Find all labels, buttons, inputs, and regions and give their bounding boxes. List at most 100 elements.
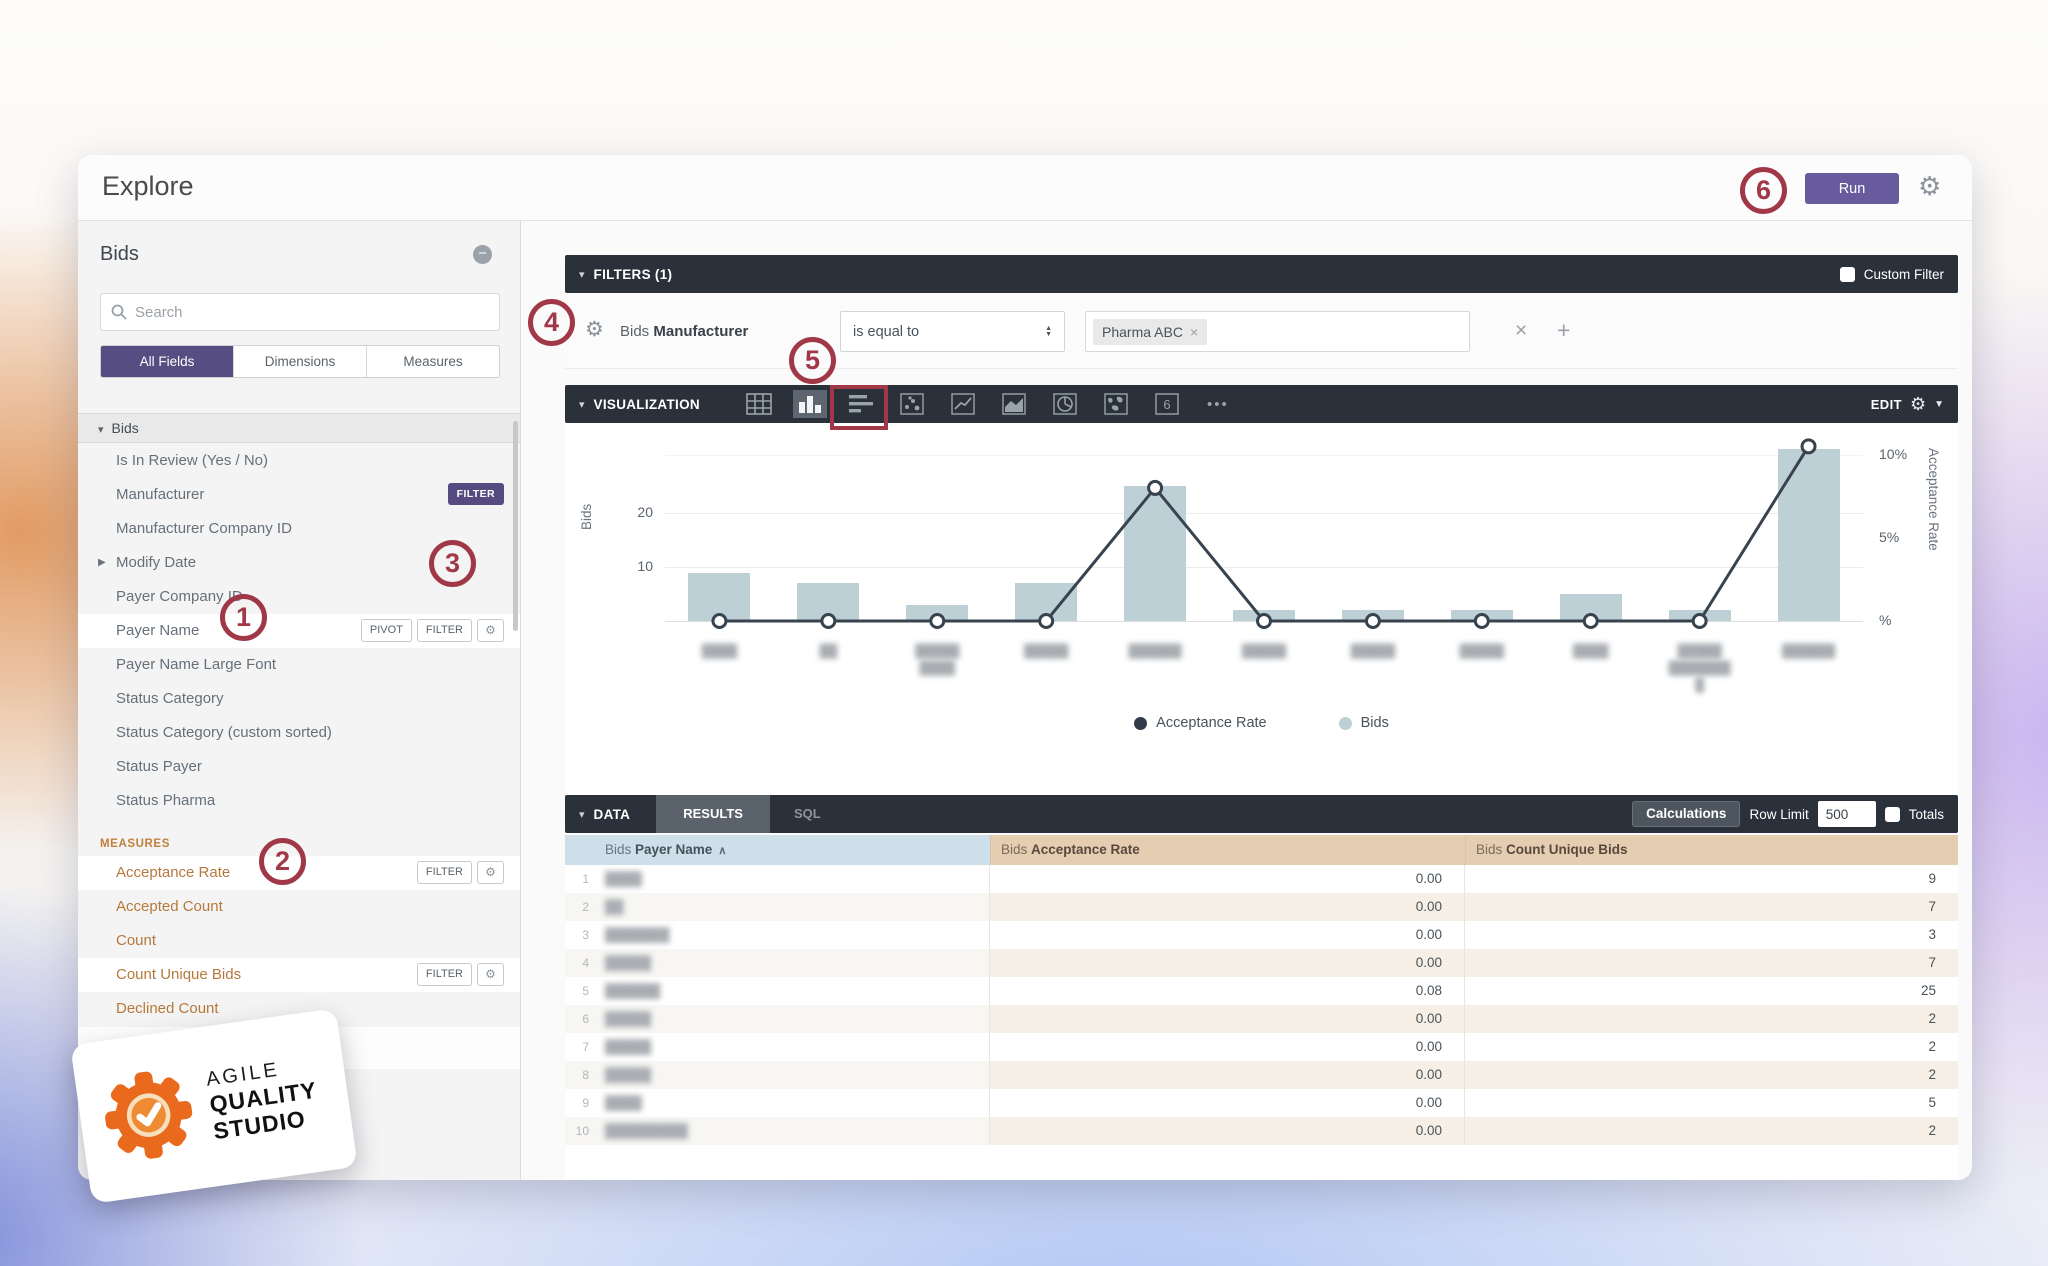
single-value-icon[interactable]: 6 — [1150, 390, 1184, 418]
tab-sql[interactable]: SQL — [793, 806, 821, 821]
filter-button[interactable]: FILTER — [416, 619, 472, 642]
map-icon[interactable] — [1099, 390, 1133, 418]
cell-count-unique-bids[interactable]: 2 — [1465, 1117, 1958, 1145]
bar-bids[interactable] — [1233, 610, 1295, 621]
remove-filter-icon[interactable]: × — [1515, 319, 1528, 342]
field-item-status-category-custom-sorted-[interactable]: Status Category (custom sorted) — [78, 716, 520, 750]
sidebar-scrollbar[interactable] — [513, 421, 518, 631]
filter-operator-select[interactable]: is equal to ▲ ▼ — [840, 311, 1065, 352]
cell-payer-name[interactable]: ████ — [595, 1089, 990, 1117]
line-chart-icon[interactable] — [946, 390, 980, 418]
field-item-manufacturer[interactable]: Manufacturer FILTER — [78, 478, 520, 512]
cell-count-unique-bids[interactable]: 25 — [1920, 983, 1936, 998]
add-filter-icon[interactable]: + — [1557, 317, 1571, 343]
viz-settings-chevron-icon[interactable]: ▼ — [1934, 398, 1944, 410]
bar-bids[interactable] — [906, 604, 969, 621]
cell-count-unique-bids[interactable]: 2 — [1928, 1039, 1936, 1054]
legend-item-bids[interactable]: Bids — [1338, 715, 1389, 731]
column-header-payer-name[interactable]: Bids Payer Name ∧ — [595, 835, 990, 865]
bar-bids[interactable] — [1015, 583, 1078, 621]
bar-bids[interactable] — [1777, 448, 1840, 621]
cell-count-unique-bids[interactable]: 2 — [1465, 1005, 1958, 1033]
cell-payer-name[interactable]: ██ — [595, 893, 990, 921]
cell-payer-name[interactable]: █████ — [595, 949, 990, 977]
tab-results[interactable]: RESULTS — [656, 795, 770, 833]
bar-bids[interactable] — [1341, 610, 1404, 621]
cell-count-unique-bids[interactable]: 2 — [1465, 1061, 1958, 1089]
pie-chart-icon[interactable] — [1048, 390, 1082, 418]
field-item-status-pharma[interactable]: Status Pharma — [78, 784, 520, 818]
field-item-payer-name[interactable]: Payer Name PIVOT FILTER ⚙ — [78, 614, 520, 648]
cell-count-unique-bids[interactable]: 5 — [1928, 1095, 1936, 1110]
bar-bids[interactable] — [1450, 610, 1513, 621]
field-gear-icon[interactable]: ⚙ — [477, 619, 504, 642]
field-item-payer-name-large-font[interactable]: Payer Name Large Font — [78, 648, 520, 682]
run-button[interactable]: Run — [1805, 173, 1899, 204]
field-search[interactable] — [100, 293, 500, 331]
cell-count-unique-bids[interactable]: 3 — [1928, 927, 1936, 942]
cell-payer-name[interactable]: █████ — [595, 1005, 990, 1033]
cell-payer-name[interactable]: █████████ — [595, 1117, 990, 1145]
cell-count-unique-bids[interactable]: 9 — [1928, 871, 1936, 886]
field-group-header[interactable]: ▾ Bids — [78, 413, 520, 443]
cell-acceptance-rate[interactable]: 0.00 — [990, 893, 1465, 921]
tab-dimensions[interactable]: Dimensions — [234, 346, 367, 377]
cell-payer-name[interactable]: ████ — [595, 865, 990, 893]
calculations-button[interactable]: Calculations — [1632, 801, 1741, 827]
filter-button[interactable]: FILTER — [416, 861, 472, 884]
more-viz-types-icon[interactable]: ••• — [1207, 395, 1229, 413]
cell-acceptance-rate[interactable]: 0.00 — [990, 949, 1465, 977]
field-item-declined-count[interactable]: Declined Count — [78, 992, 520, 1026]
cell-acceptance-rate[interactable]: 0.00 — [990, 1005, 1465, 1033]
filter-button[interactable]: FILTER — [416, 963, 472, 986]
bar-bids[interactable] — [1668, 610, 1731, 621]
cell-acceptance-rate[interactable]: 0.00 — [990, 865, 1465, 893]
field-item-count[interactable]: Count — [78, 924, 520, 958]
tab-all-fields[interactable]: All Fields — [101, 346, 234, 377]
table-icon[interactable] — [742, 390, 776, 418]
column-header-acceptance-rate[interactable]: Bids Acceptance Rate — [990, 835, 1465, 865]
field-item-modify-date[interactable]: ▶ Modify Date — [78, 546, 520, 580]
filter-active-badge[interactable]: FILTER — [447, 483, 504, 505]
tag-remove-icon[interactable]: × — [1189, 323, 1199, 340]
collapse-view-icon[interactable]: − — [473, 245, 492, 264]
field-gear-icon[interactable]: ⚙ — [477, 861, 504, 884]
pivot-button[interactable]: PIVOT — [360, 619, 412, 642]
custom-filter-checkbox[interactable] — [1839, 266, 1855, 282]
filter-value-input[interactable]: Pharma ABC × — [1085, 311, 1470, 352]
cell-payer-name[interactable]: █████ — [595, 1061, 990, 1089]
cell-payer-name[interactable]: █████ — [595, 1033, 990, 1061]
field-item-payer-company-id[interactable]: Payer Company ID — [78, 580, 520, 614]
cell-acceptance-rate[interactable]: 0.00 — [990, 1089, 1465, 1117]
field-item-count-unique-bids[interactable]: Count Unique Bids FILTER ⚙ — [78, 958, 520, 992]
column-chart-icon[interactable] — [792, 390, 827, 418]
tab-measures[interactable]: Measures — [403, 354, 463, 369]
cell-acceptance-rate[interactable]: 0.00 — [990, 921, 1465, 949]
area-chart-icon[interactable] — [997, 390, 1031, 418]
viz-settings-gear-icon[interactable]: ⚙ — [1909, 393, 1927, 414]
field-item-accepted-count[interactable]: Accepted Count — [78, 890, 520, 924]
filter-gear-icon[interactable]: ⚙ — [585, 318, 604, 341]
field-gear-icon[interactable]: ⚙ — [477, 963, 504, 986]
bar-chart-icon[interactable] — [844, 390, 878, 418]
data-section-header[interactable]: ▾ DATA RESULTS SQL Calculations Row Limi… — [565, 795, 1958, 833]
cell-payer-name[interactable]: ██████ — [595, 977, 990, 1005]
explore-settings-gear-icon[interactable]: ⚙ — [1918, 171, 1942, 201]
cell-acceptance-rate[interactable]: 0.00 — [990, 1033, 1465, 1061]
cell-payer-name[interactable]: ███████ — [595, 921, 990, 949]
cell-count-unique-bids[interactable]: 7 — [1465, 949, 1958, 977]
column-header-count-unique-bids[interactable]: Bids Count Unique Bids — [1465, 835, 1958, 865]
field-item-status-category[interactable]: Status Category — [78, 682, 520, 716]
bar-bids[interactable] — [1559, 594, 1622, 621]
bar-bids[interactable] — [797, 583, 860, 621]
filters-section-header[interactable]: ▾ FILTERS (1) Custom Filter — [565, 255, 1958, 293]
expand-arrow-icon[interactable]: ▶ — [98, 557, 106, 568]
field-item-manufacturer-company-id[interactable]: Manufacturer Company ID — [78, 512, 520, 546]
field-item-is-in-review-yes-no-[interactable]: Is In Review (Yes / No) — [78, 444, 520, 478]
cell-acceptance-rate[interactable]: 0.00 — [990, 1061, 1465, 1089]
legend-item-acceptance-rate[interactable]: Acceptance Rate — [1134, 715, 1267, 731]
cell-acceptance-rate[interactable]: 0.00 — [990, 1117, 1465, 1145]
field-item-status-payer[interactable]: Status Payer — [78, 750, 520, 784]
bar-bids[interactable] — [1124, 486, 1187, 621]
cell-count-unique-bids[interactable]: 7 — [1465, 893, 1958, 921]
